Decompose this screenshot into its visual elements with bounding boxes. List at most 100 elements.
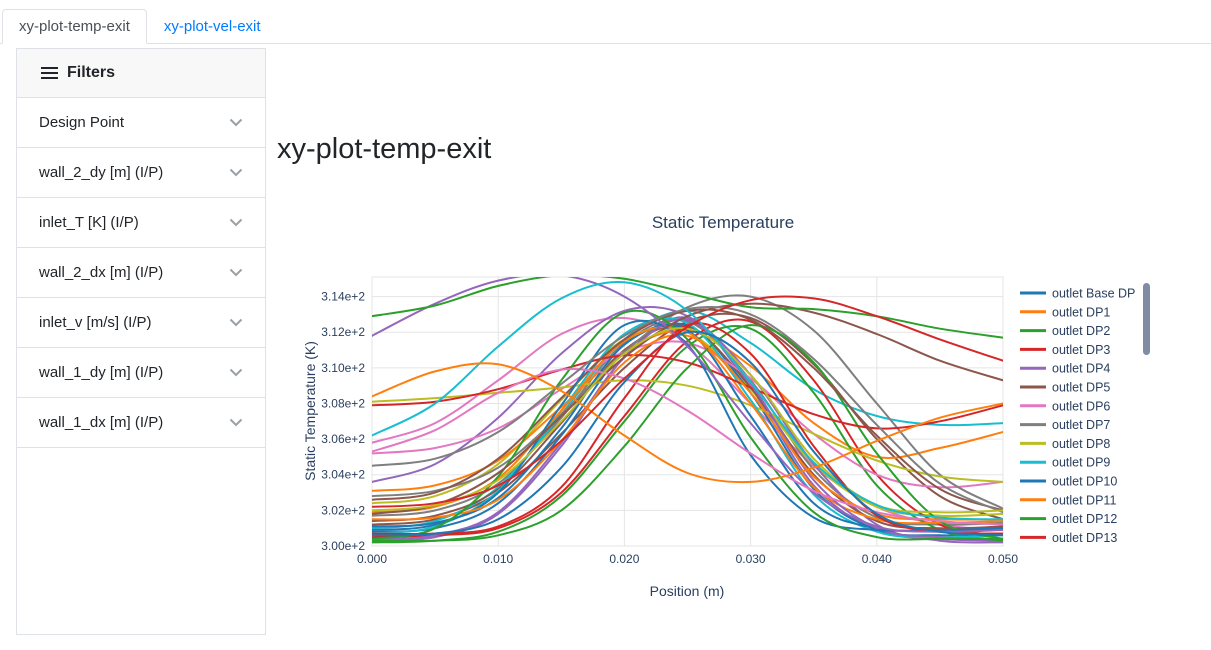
chevron-down-icon xyxy=(229,418,243,427)
series-line xyxy=(372,379,1003,483)
filter-item-label: wall_1_dy [m] (I/P) xyxy=(39,364,164,381)
y-tick-label: 3.02e+2 xyxy=(321,503,365,517)
legend-label: outlet DP5 xyxy=(1052,381,1110,395)
series-line xyxy=(372,325,1003,525)
series-line-outlet-base-dp xyxy=(372,319,1003,532)
legend-item[interactable]: outlet DP8 xyxy=(1020,437,1110,451)
series-line xyxy=(372,340,1003,489)
filter-item-label: inlet_v [m/s] (I/P) xyxy=(39,314,152,331)
filter-item-label: Design Point xyxy=(39,114,125,131)
series-line-outlet-dp6 xyxy=(372,368,1003,526)
chevron-down-icon xyxy=(229,118,243,127)
legend-label: outlet Base DP xyxy=(1052,287,1135,301)
x-tick-label: 0.050 xyxy=(988,552,1018,566)
legend-label: outlet DP11 xyxy=(1052,493,1116,507)
series-line-outlet-dp9 xyxy=(372,280,1003,521)
filters-sidebar: Filters Design Point wall_2_dy [m] (I/P) i… xyxy=(16,48,266,635)
filter-item-wall-1-dx-m-i-p[interactable]: wall_1_dx [m] (I/P) xyxy=(17,398,265,448)
legend-label: outlet DP13 xyxy=(1052,531,1117,545)
y-tick-label: 3.00e+2 xyxy=(321,539,365,553)
filter-item-label: wall_2_dy [m] (I/P) xyxy=(39,164,164,181)
legend-item[interactable]: outlet DP3 xyxy=(1020,343,1110,357)
series-lines xyxy=(372,277,1003,544)
series-line-outlet-dp4 xyxy=(372,277,1003,533)
series-line-outlet-dp12 xyxy=(372,277,1003,339)
y-tick-label: 3.04e+2 xyxy=(321,468,365,482)
filter-item-label: wall_2_dx [m] (I/P) xyxy=(39,264,164,281)
x-tick-label: 0.000 xyxy=(357,552,387,566)
x-tick-label: 0.010 xyxy=(483,552,513,566)
legend-item[interactable]: outlet DP5 xyxy=(1020,381,1110,395)
legend-item[interactable]: outlet DP11 xyxy=(1020,493,1116,507)
chart-canvas: Static Temperature 3.00e+2 3.02e+2 3.04e+2 3… xyxy=(302,213,1150,599)
filters-header[interactable]: Filters xyxy=(17,49,265,98)
legend-item[interactable]: outlet DP7 xyxy=(1020,418,1110,432)
series-line xyxy=(372,318,1003,539)
y-tick-label: 3.08e+2 xyxy=(321,396,365,410)
legend-item[interactable]: outlet DP13 xyxy=(1020,531,1117,545)
legend-label: outlet DP4 xyxy=(1052,362,1110,376)
x-tick-label: 0.040 xyxy=(862,552,892,566)
tab-xy-plot-temp-exit[interactable]: xy-plot-temp-exit xyxy=(2,9,147,44)
legend-item[interactable]: outlet DP12 xyxy=(1020,512,1117,526)
x-tick-label: 0.020 xyxy=(609,552,639,566)
series-line-outlet-dp13 xyxy=(372,295,1003,508)
series-line-outlet-dp1 xyxy=(372,333,1003,521)
x-tick-label: 0.030 xyxy=(736,552,766,566)
filter-item-inlet-v-m-s-i-p[interactable]: inlet_v [m/s] (I/P) xyxy=(17,298,265,348)
chart-legend: outlet Base DP outlet DP1 outlet DP2 outlet… xyxy=(1020,287,1135,545)
filter-item-list: Design Point wall_2_dy [m] (I/P) inlet_T [… xyxy=(17,98,265,448)
chevron-down-icon xyxy=(229,318,243,327)
legend-label: outlet DP1 xyxy=(1052,305,1110,319)
series-line-outlet-dp3 xyxy=(372,322,1003,536)
legend-item[interactable]: outlet DP10 xyxy=(1020,475,1117,489)
filter-item-wall-2-dy-m-i-p[interactable]: wall_2_dy [m] (I/P) xyxy=(17,148,265,198)
filters-menu-icon xyxy=(41,67,58,79)
legend-item[interactable]: outlet DP4 xyxy=(1020,362,1110,376)
chevron-down-icon xyxy=(229,268,243,277)
legend-item[interactable]: outlet DP9 xyxy=(1020,456,1110,470)
series-line-outlet-dp2 xyxy=(372,309,1003,541)
filter-item-label: inlet_T [K] (I/P) xyxy=(39,214,139,231)
legend-label: outlet DP6 xyxy=(1052,399,1110,413)
tab-bar: xy-plot-temp-exit xy-plot-vel-exit xyxy=(0,0,1211,44)
y-tick-label: 3.12e+2 xyxy=(321,325,365,339)
legend-label: outlet DP3 xyxy=(1052,343,1110,357)
legend-label: outlet DP10 xyxy=(1052,475,1117,489)
y-tick-label: 3.10e+2 xyxy=(321,361,365,375)
page-title: xy-plot-temp-exit xyxy=(277,133,492,165)
y-tick-label: 3.14e+2 xyxy=(321,290,365,304)
legend-label: outlet DP2 xyxy=(1052,324,1110,338)
x-axis-label: Position (m) xyxy=(650,583,725,599)
legend-item[interactable]: outlet DP1 xyxy=(1020,305,1110,319)
filter-item-design-point[interactable]: Design Point xyxy=(17,98,265,148)
chevron-down-icon xyxy=(229,368,243,377)
chevron-down-icon xyxy=(229,218,243,227)
filter-item-wall-2-dx-m-i-p[interactable]: wall_2_dx [m] (I/P) xyxy=(17,248,265,298)
filter-item-label: wall_1_dx [m] (I/P) xyxy=(39,414,164,431)
legend-label: outlet DP8 xyxy=(1052,437,1110,451)
series-line xyxy=(372,354,1003,430)
series-line-outlet-dp5 xyxy=(372,302,1003,515)
legend-label: outlet DP12 xyxy=(1052,512,1117,526)
legend-item[interactable]: outlet DP2 xyxy=(1020,324,1110,338)
series-line xyxy=(372,316,1003,539)
legend-label: outlet DP7 xyxy=(1052,418,1110,432)
series-line-outlet-dp7 xyxy=(372,306,1003,514)
series-line-outlet-dp8 xyxy=(372,327,1003,514)
legend-item[interactable]: outlet DP6 xyxy=(1020,399,1110,413)
temperature-chart: Static Temperature 3.00e+2 3.02e+2 3.04e+2 3… xyxy=(285,200,1185,620)
chart-title: Static Temperature xyxy=(652,213,794,232)
y-tick-label: 3.06e+2 xyxy=(321,432,365,446)
series-line-outlet-dp10 xyxy=(372,330,1003,537)
legend-scrollbar[interactable] xyxy=(1143,283,1150,355)
series-line xyxy=(372,324,1003,543)
tab-xy-plot-vel-exit[interactable]: xy-plot-vel-exit xyxy=(163,18,261,35)
chevron-down-icon xyxy=(229,168,243,177)
legend-item[interactable]: outlet Base DP xyxy=(1020,287,1135,301)
filter-item-inlet-t-k-i-p[interactable]: inlet_T [K] (I/P) xyxy=(17,198,265,248)
series-line-outlet-dp11 xyxy=(372,362,1003,484)
filter-item-wall-1-dy-m-i-p[interactable]: wall_1_dy [m] (I/P) xyxy=(17,348,265,398)
y-axis-label: Static Temperature (K) xyxy=(302,341,318,481)
filters-header-label: Filters xyxy=(67,64,116,81)
